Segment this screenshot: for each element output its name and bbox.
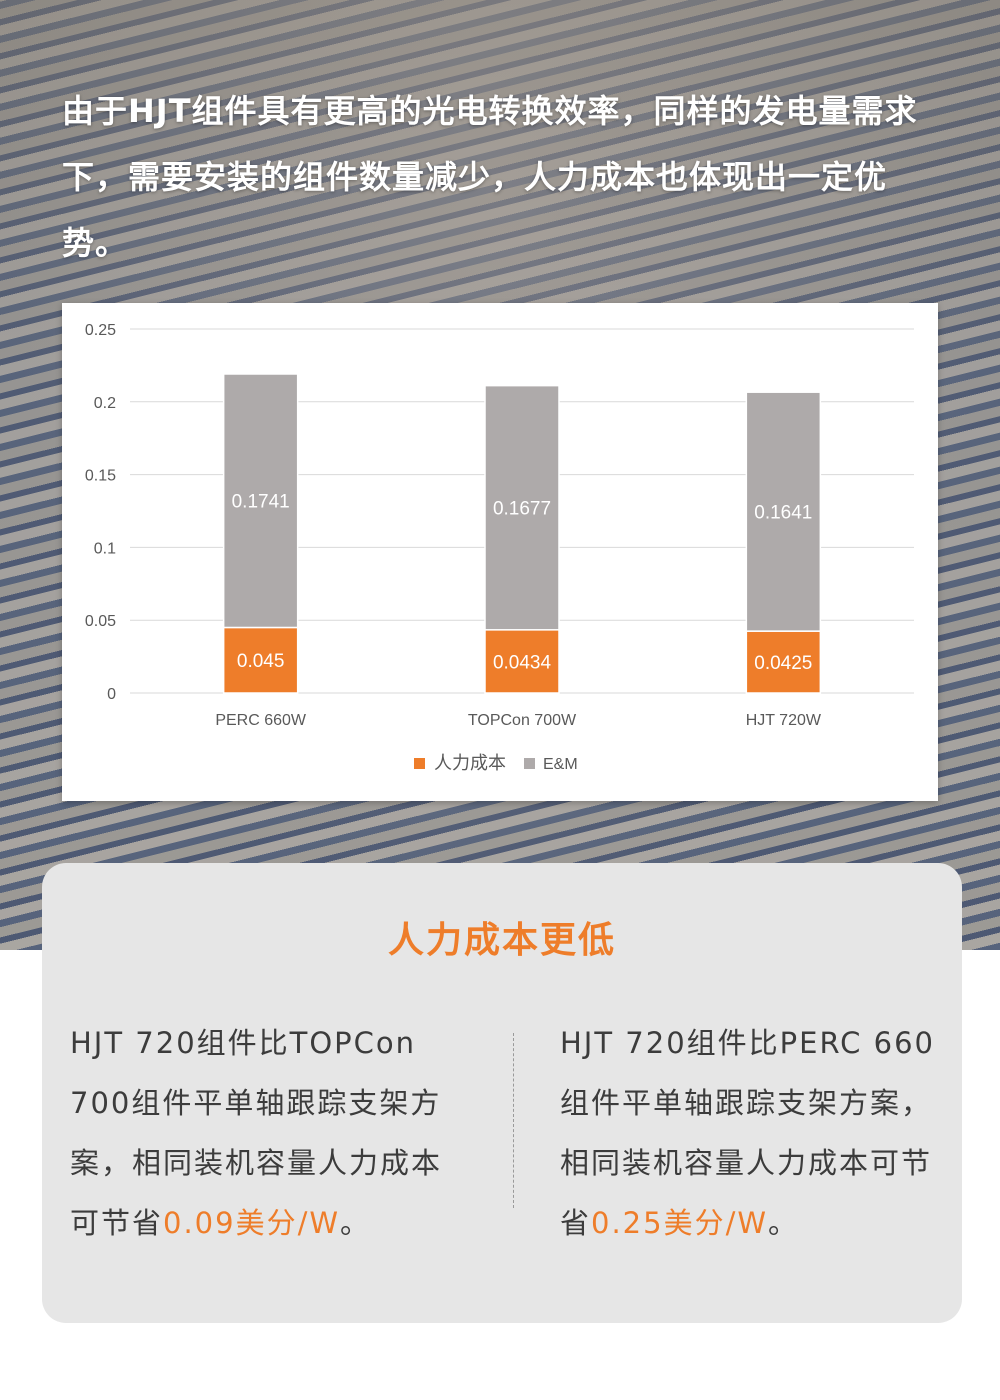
intro-paragraph: 由于HJT组件具有更高的光电转换效率，同样的发电量需求下，需要安装的组件数量减少…: [62, 92, 918, 262]
right-comparison-text: HJT 720组件比PERC 660组件平单轴跟踪支架方案，相同装机容量人力成本…: [560, 1013, 940, 1253]
column-divider: [513, 1033, 514, 1208]
panel-title: 人力成本更低: [387, 920, 616, 961]
data-label: 0.045: [237, 651, 285, 672]
y-tick-label: 0.2: [94, 395, 116, 412]
data-label: 0.0434: [493, 652, 552, 673]
left-end: 。: [340, 1206, 372, 1240]
bar-labor: [484, 629, 560, 694]
x-tick-label: HJT 720W: [746, 712, 822, 729]
y-tick-label: 0.15: [85, 468, 116, 485]
bar-em: [745, 391, 822, 632]
stacked-bar-chart: 0 0.05 0.1 0.15 0.2 0.25 0.045 0.1741 PERC 660W 0…: [62, 303, 938, 801]
left-text: HJT 720组件比TOPCon 700组件平单轴跟踪支架方案，相同装机容量人力…: [70, 1026, 443, 1240]
right-highlight-value: 0.25美分/W: [591, 1206, 769, 1240]
y-tick-label: 0.25: [85, 322, 116, 339]
x-tick-label: PERC 660W: [215, 712, 307, 729]
left-comparison-text: HJT 720组件比TOPCon 700组件平单轴跟踪支架方案，相同装机容量人力…: [70, 1013, 470, 1253]
left-highlight-value: 0.09美分/W: [163, 1206, 341, 1240]
data-label: 0.1677: [493, 499, 551, 520]
bar-em: [484, 384, 560, 631]
bar-em: [222, 373, 299, 629]
chart-svg: 0 0.05 0.1 0.15 0.2 0.25 0.045 0.1741 PERC 660W 0…: [85, 322, 914, 773]
bar-labor: [745, 630, 822, 694]
legend-swatch-em: [524, 758, 535, 769]
data-label: 0.1741: [232, 492, 290, 513]
legend-label-labor: 人力成本: [434, 753, 506, 773]
data-label: 0.0425: [754, 653, 812, 674]
y-tick-label: 0.05: [85, 613, 116, 630]
right-text: HJT 720组件比PERC 660组件平单轴跟踪支架方案，相同装机容量人力成本…: [560, 1026, 935, 1240]
y-tick-label: 0: [107, 686, 116, 703]
legend-label-em: E&M: [543, 756, 578, 773]
x-tick-label: TOPCon 700W: [468, 712, 577, 729]
info-panel: 人力成本更低 HJT 720组件比TOPCon 700组件平单轴跟踪支架方案，相…: [42, 863, 962, 1323]
legend-swatch-labor: [414, 758, 425, 769]
data-label: 0.1641: [754, 503, 812, 524]
bar-labor: [222, 626, 299, 694]
y-tick-label: 0.1: [94, 540, 116, 557]
right-end: 。: [768, 1206, 800, 1240]
